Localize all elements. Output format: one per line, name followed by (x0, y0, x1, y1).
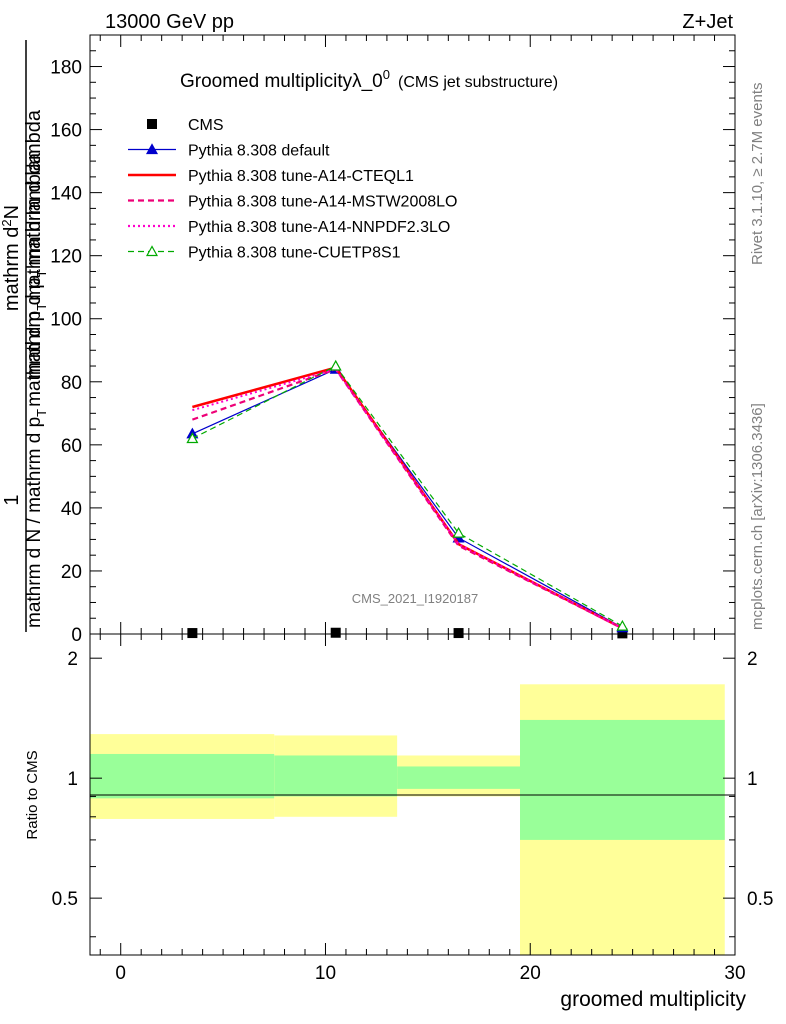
ratio-y-tick-label: 2 (67, 649, 78, 670)
ratio-y-tick-label: 0.5 (52, 889, 78, 910)
x-tick-label: 30 (724, 963, 745, 984)
series-layer (186, 359, 629, 639)
legend-label: Pythia 8.308 tune-A14-MSTW2008LO (188, 194, 457, 211)
ratio-y-axis-label: Ratio to CMS (24, 750, 41, 839)
series-marker (186, 432, 199, 444)
main-y-tick-label: 60 (61, 436, 82, 457)
x-axis-label: groomed multiplicity (560, 988, 746, 1011)
series-line (192, 367, 623, 630)
legend-label: Pythia 8.308 default (188, 143, 330, 160)
series-marker (329, 359, 342, 371)
y-label-mid-b: mathrm d lambda (23, 109, 45, 265)
y-label-lower-b-sub: T (34, 303, 49, 311)
legend-entry: Pythia 8.308 tune-CUETP8S1 (128, 245, 401, 262)
main-plot-frame (89, 34, 736, 635)
process-label: Z+Jet (682, 11, 733, 33)
ratio-y-tick-label-right: 1 (747, 769, 758, 790)
plot-title-group: Groomed multiplicityλ_00 (CMS jet substru… (180, 67, 558, 92)
plot-title-sup: 0 (383, 67, 390, 82)
legend-label: CMS (188, 117, 224, 134)
series-3 (192, 367, 623, 630)
legend: CMS Pythia 8.308 default Pythia 8.308 tune… (128, 117, 457, 262)
plot-title: Groomed multiplicityλ_0 (180, 71, 383, 92)
main-y-tick-label: 160 (50, 121, 82, 142)
ratio-x-axis: 0 10 20 30 (99, 634, 746, 984)
plot-subtitle: (CMS jet substructure) (398, 74, 558, 91)
legend-marker (147, 119, 157, 129)
legend-label: Pythia 8.308 tune-A14-CTEQL1 (188, 168, 414, 185)
y-label-mid: mathrm d pTmathrm d lambda (23, 109, 49, 379)
main-x-ticks (99, 35, 736, 634)
ratio-y-tick-label-right: 0.5 (747, 889, 773, 910)
y-label-lower: mathrm d N / mathrm d pTmathrm d pTmathr… (24, 153, 49, 628)
main-y-tick-label: 180 (50, 58, 82, 79)
legend-label: Pythia 8.308 tune-A14-NNPDF2.3LO (188, 219, 450, 236)
legend-entry: Pythia 8.308 tune-A14-CTEQL1 (128, 168, 414, 185)
y-label-mid-sub: T (34, 270, 49, 278)
series-5 (186, 359, 629, 631)
cms-data-point (187, 628, 198, 639)
y-label-upper-sup: 2 (0, 219, 14, 226)
series-line (192, 365, 623, 627)
legend-entry: Pythia 8.308 tune-A14-MSTW2008LO (128, 194, 457, 211)
ratio-inner-band (274, 755, 398, 797)
main-y-tick-label: 140 (50, 184, 82, 205)
main-y-axis-label: 1 mathrm d2N mathrm d pTmathrm d lambda … (0, 40, 49, 632)
main-y-tick-label: 120 (50, 247, 82, 268)
x-tick-label: 0 (115, 963, 126, 984)
rivet-credit: Rivet 3.1.10, ≥ 2.7M events (749, 83, 766, 266)
y-label-upper-d: mathrm d (1, 227, 23, 311)
series-0 (187, 627, 628, 639)
legend-label: Pythia 8.308 tune-CUETP8S1 (188, 245, 401, 262)
x-tick-label: 10 (315, 963, 336, 984)
series-4 (192, 368, 623, 630)
y-label-mid-a: mathrm d p (23, 278, 45, 379)
analysis-label: CMS_2021_I1920187 (352, 591, 479, 606)
cms-data-point (453, 628, 464, 639)
energy-label: 13000 GeV pp (105, 11, 234, 33)
legend-marker (145, 143, 159, 155)
main-y-tick-label: 80 (61, 373, 82, 394)
y-label-lower-a: mathrm d N / mathrm d p (24, 417, 45, 628)
legend-entry: Pythia 8.308 default (128, 143, 330, 160)
y-label-numerator-1: 1 (1, 494, 23, 505)
series-line (192, 368, 623, 629)
main-y-axis: 0 20 40 60 80 100 120 140 160 180 (50, 34, 735, 646)
main-y-tick-label: 100 (50, 310, 82, 331)
legend-marker (145, 245, 159, 257)
y-label-upper-n: N (1, 205, 23, 219)
ratio-inner-band (90, 753, 275, 799)
cms-data-point (330, 627, 341, 638)
ratio-bands (90, 684, 725, 955)
series-marker (452, 526, 465, 538)
legend-entry: Pythia 8.308 tune-A14-NNPDF2.3LO (128, 219, 450, 236)
legend-entry: CMS (147, 117, 224, 134)
series-marker (616, 619, 629, 631)
y-label-lower-a-sub: T (34, 409, 49, 417)
ratio-y-tick-label-right: 2 (747, 649, 758, 670)
y-label-upper: mathrm d2N (0, 205, 23, 311)
cms-data-point (617, 628, 628, 639)
y-label-lower-b: mathrm d p (24, 311, 45, 407)
ratio-y-axis: 0.5 0.5 1 1 2 2 (52, 649, 773, 938)
main-y-tick-label: 20 (61, 562, 82, 583)
mcplots-credit: mcplots.cern.ch [arXiv:1306.3436] (749, 403, 766, 630)
x-tick-label: 20 (520, 963, 541, 984)
series-line (192, 368, 623, 630)
ratio-inner-band (397, 766, 520, 789)
main-y-tick-label: 40 (61, 499, 82, 520)
y-label-lower-c: mathrm d lambda (24, 153, 45, 301)
main-y-tick-label: 0 (71, 625, 82, 646)
ratio-y-tick-label: 1 (67, 769, 78, 790)
ratio-inner-band (520, 719, 725, 840)
